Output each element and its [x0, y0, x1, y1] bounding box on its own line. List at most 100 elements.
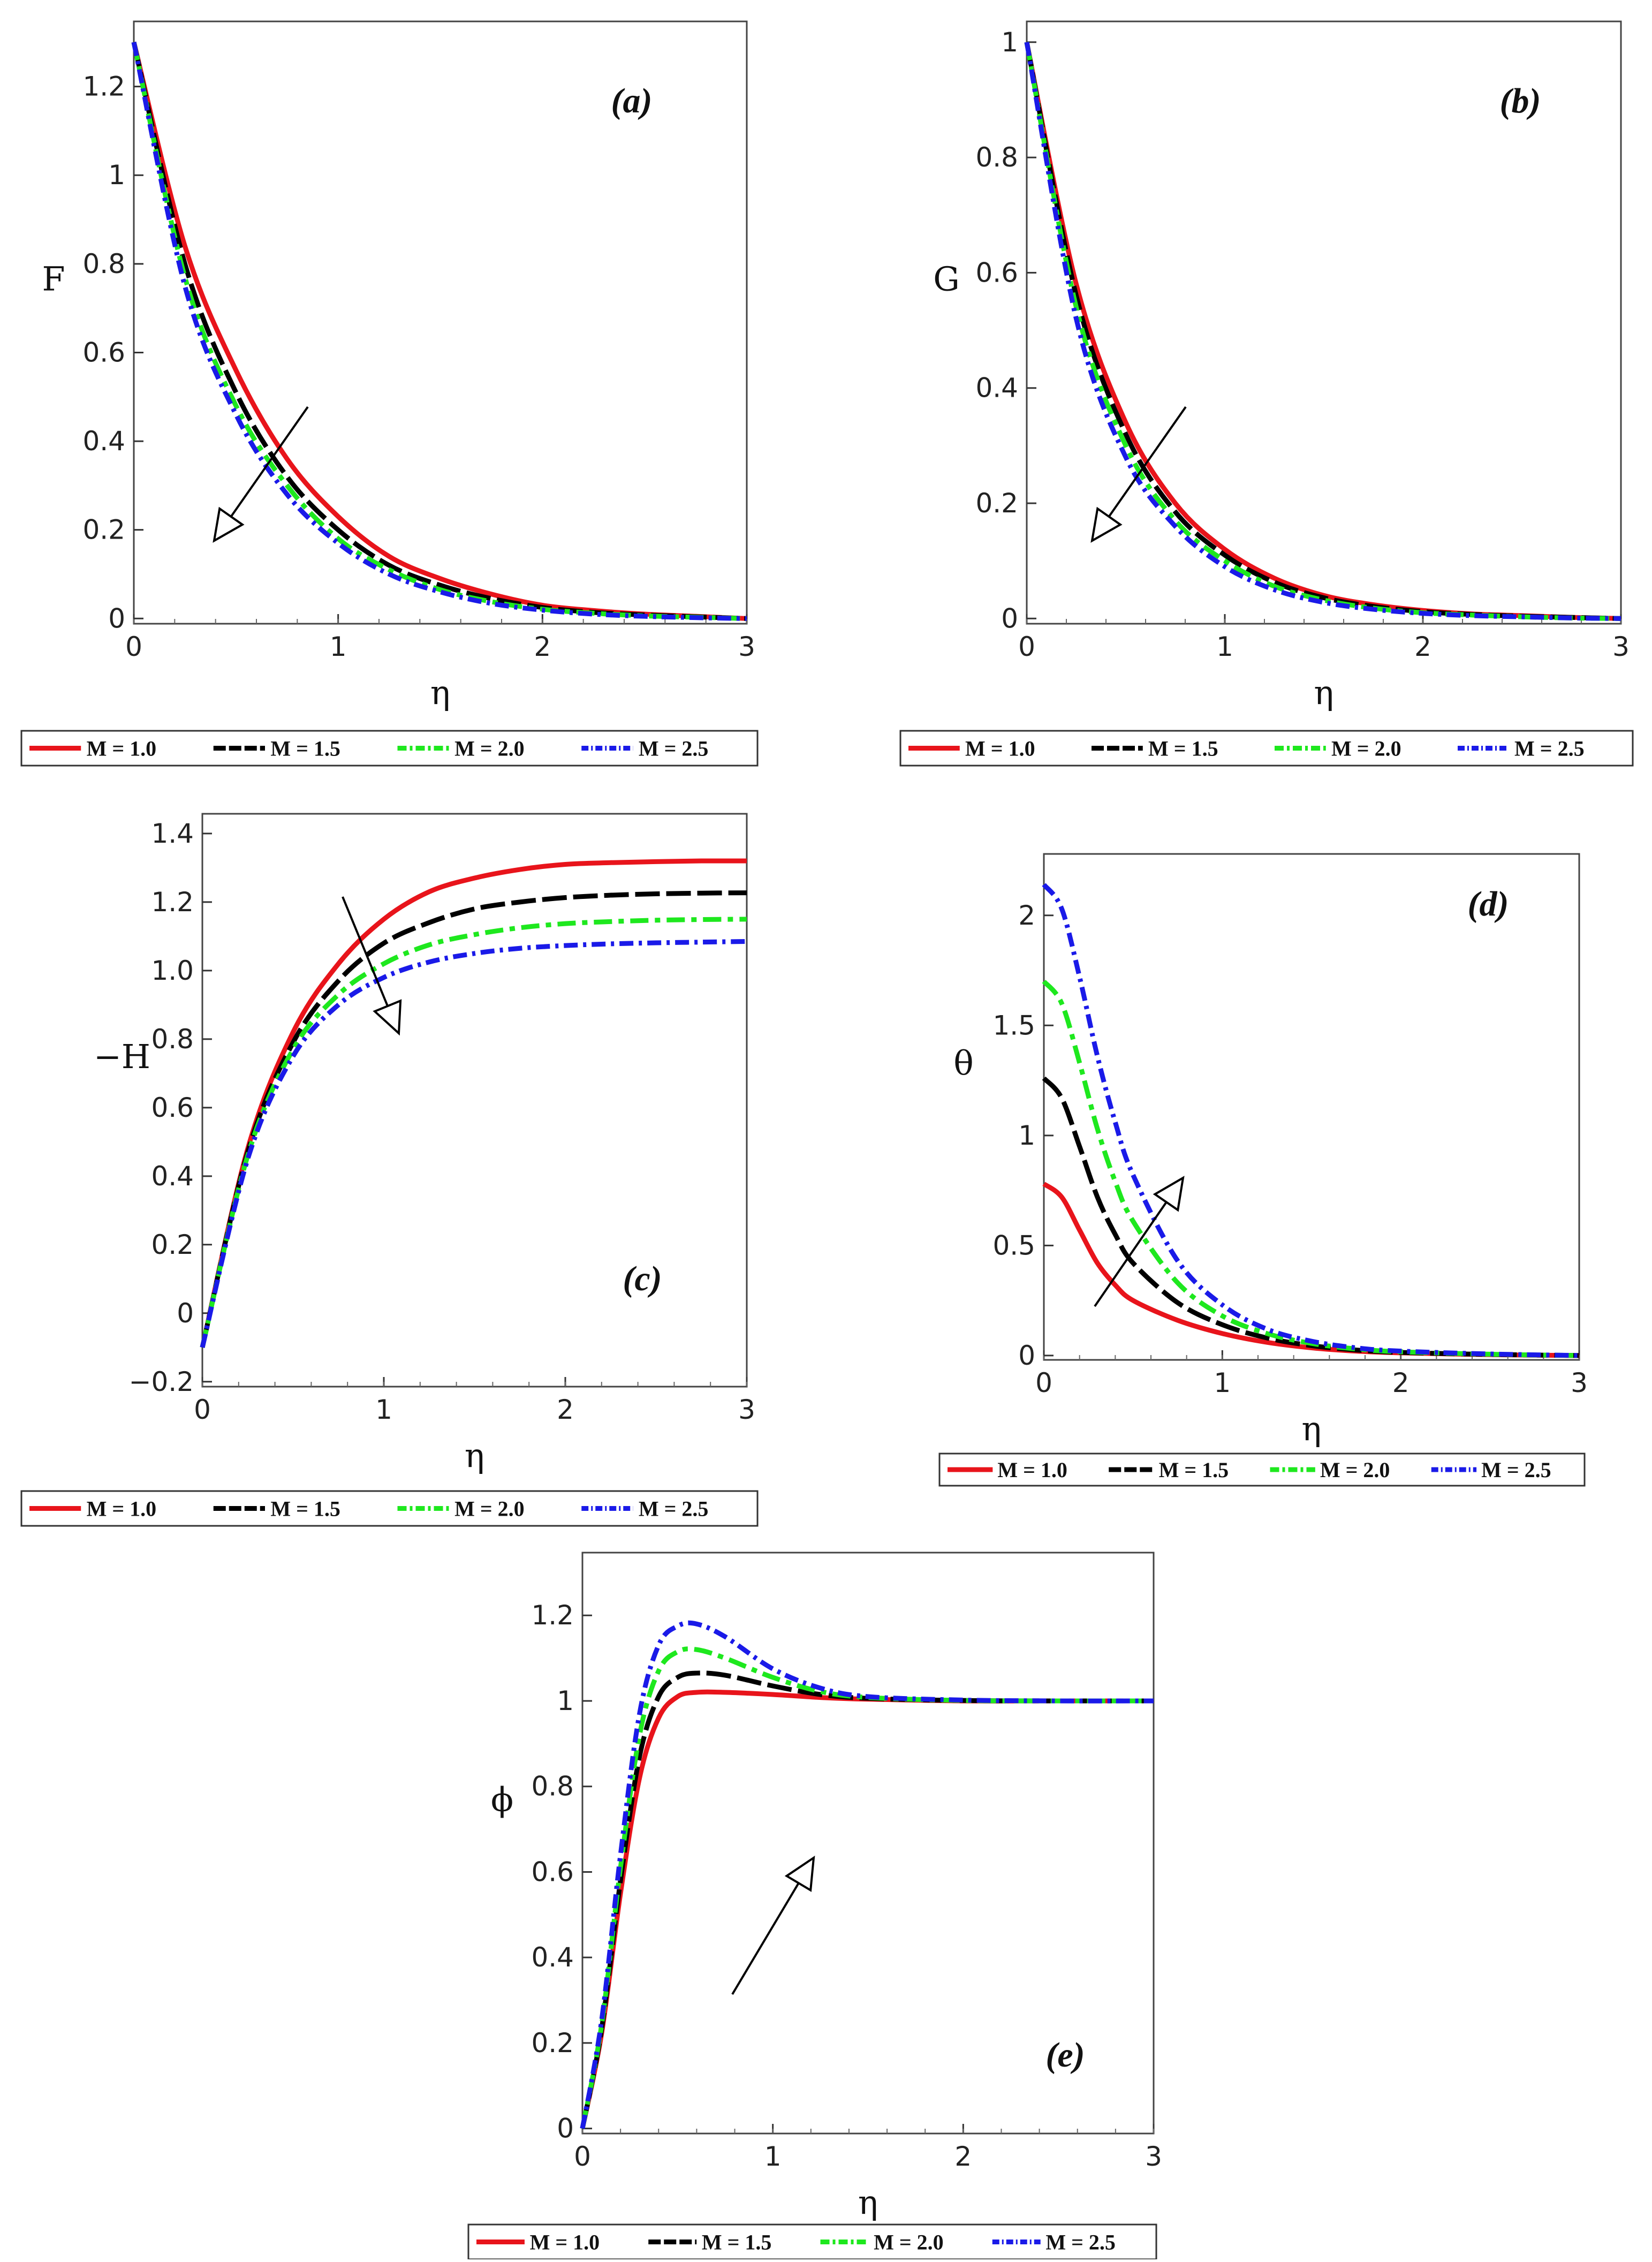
y-tick-label: 0.8 [82, 248, 125, 279]
legend-label: M = 1.0 [530, 2230, 600, 2255]
y-tick-label: 1 [557, 1685, 574, 1716]
x-tick-label: 3 [738, 631, 755, 662]
y-axis-label: ϕ [491, 1780, 513, 1819]
chart-panel-4: 0 1 2 3 0 0.2 0.4 0.6 0.8 1 1.2 η ϕ (e) M = 1.0 M = 1.5… [467, 1552, 1162, 2260]
y-tick-label: 1 [1001, 27, 1018, 58]
legend-label: M = 2.5 [1514, 737, 1585, 761]
y-tick-label: 1.2 [531, 1600, 574, 1631]
x-tick-label: 2 [1414, 631, 1431, 662]
legend-label: M = 1.5 [1148, 737, 1218, 761]
series-line-1.0 [200, 858, 747, 1348]
legend: M = 1.0 M = 1.5 M = 2.0 M = 2.5 [938, 1452, 1586, 1487]
y-tick-label: 0.2 [82, 515, 125, 546]
y-tick-label: 0.8 [975, 142, 1018, 173]
x-tick-label: 2 [1392, 1367, 1409, 1398]
series-line-2.0 [1042, 979, 1580, 1358]
y-axis-label: θ [953, 1044, 973, 1083]
y-tick-label: 0.5 [992, 1230, 1035, 1261]
plot-frame [133, 20, 748, 625]
series-line-2.5 [580, 1620, 1154, 2129]
legend: M = 1.0 M = 1.5 M = 2.0 M = 2.5 [20, 730, 759, 767]
y-axis-label: G [933, 260, 960, 299]
series-line-2.5 [200, 939, 747, 1348]
legend-label: M = 1.0 [87, 1497, 157, 1521]
x-tick-label: 1 [330, 631, 347, 662]
y-tick-label: 0.6 [975, 257, 1018, 288]
plot-frame [1026, 20, 1622, 625]
legend: M = 1.0 M = 1.5 M = 2.0 M = 2.5 [467, 2223, 1157, 2260]
y-tick-label: 0.2 [975, 488, 1018, 519]
legend-label: M = 1.0 [965, 737, 1035, 761]
x-axis-label: η [1301, 1409, 1321, 1448]
panel-tag: (c) [623, 1259, 662, 1298]
legend-frame [20, 1490, 759, 1527]
trend-arrow-head [373, 999, 402, 1036]
series-line-2.5 [131, 41, 747, 621]
y-tick-label: 1 [1018, 1120, 1035, 1151]
y-tick-label: 0.6 [151, 1092, 194, 1123]
y-tick-label: 0 [177, 1298, 194, 1329]
legend-label: M = 1.0 [997, 1458, 1067, 1482]
y-tick-label: −0.2 [129, 1366, 194, 1397]
legend: M = 1.0 M = 1.5 M = 2.0 M = 2.5 [20, 1490, 759, 1527]
y-tick-label: 0.2 [151, 1229, 194, 1260]
trend-arrow-head [1153, 1176, 1185, 1212]
legend-label: M = 2.5 [1045, 2230, 1116, 2255]
x-tick-label: 3 [1571, 1367, 1588, 1398]
y-tick-label: 0.6 [531, 1856, 574, 1887]
x-tick-label: 3 [1145, 2141, 1162, 2172]
x-axis-label: η [1314, 673, 1333, 712]
x-tick-label: 3 [1612, 631, 1630, 662]
legend-frame [938, 1452, 1586, 1487]
y-tick-label: 0.6 [82, 337, 125, 368]
chart-panel-0: 0 1 2 3 0 0.2 0.4 0.6 0.8 1 1.2 η F (a) M = 1.0 M = 1.5… [20, 20, 759, 767]
legend-label: M = 2.5 [639, 1497, 709, 1521]
y-tick-label: 0.2 [531, 2028, 574, 2059]
legend-label: M = 2.0 [1320, 1458, 1390, 1482]
legend-label: M = 2.0 [454, 1497, 525, 1521]
y-tick-label: 0.4 [151, 1161, 194, 1192]
y-tick-label: 1.2 [151, 887, 194, 918]
series-line-1.0 [1024, 41, 1621, 621]
series-line-2.5 [1042, 883, 1580, 1358]
y-tick-label: 0.8 [151, 1024, 194, 1055]
legend-label: M = 1.5 [702, 2230, 772, 2255]
series-line-2.0 [580, 1646, 1154, 2129]
x-tick-label: 2 [557, 1394, 574, 1425]
x-tick-label: 2 [954, 2141, 972, 2172]
plot-frame [581, 1552, 1155, 2135]
y-tick-label: 0.4 [531, 1942, 574, 1973]
legend-label: M = 2.0 [1331, 737, 1401, 761]
y-tick-label: 0 [1001, 603, 1018, 634]
trend-arrow-head [213, 506, 245, 543]
series-line-2.0 [1024, 41, 1621, 621]
trend-arrow-head [1090, 506, 1123, 543]
x-tick-label: 1 [1216, 631, 1233, 662]
x-tick-label: 3 [738, 1394, 755, 1425]
y-tick-label: 0 [557, 2113, 574, 2144]
legend-label: M = 1.5 [1159, 1458, 1229, 1482]
y-tick-label: 1.2 [82, 71, 125, 102]
y-tick-label: 0 [1018, 1340, 1035, 1371]
trend-arrow-head [784, 1855, 815, 1892]
y-tick-label: 1.4 [151, 818, 194, 849]
x-axis-label: η [465, 1436, 484, 1475]
legend-label: M = 1.5 [270, 1497, 340, 1521]
series-line-1.5 [1042, 1076, 1580, 1358]
x-tick-label: 0 [125, 631, 142, 662]
y-axis-label: F [42, 260, 65, 299]
panel-tag: (a) [611, 81, 653, 120]
legend-label: M = 1.5 [270, 737, 340, 761]
series-line-2.0 [200, 917, 747, 1348]
legend: M = 1.0 M = 1.5 M = 2.0 M = 2.5 [899, 730, 1634, 767]
legend-label: M = 2.0 [454, 737, 525, 761]
legend-label: M = 2.5 [639, 737, 709, 761]
chart-panel-2: 0 1 2 3−0.200.20.40.60.81.01.21.4η−H(c)M = … [20, 813, 759, 1527]
panel-tag: (e) [1045, 2036, 1085, 2075]
y-tick-label: 1 [108, 160, 125, 191]
y-tick-label: 2 [1018, 900, 1035, 931]
x-tick-label: 0 [194, 1394, 211, 1425]
